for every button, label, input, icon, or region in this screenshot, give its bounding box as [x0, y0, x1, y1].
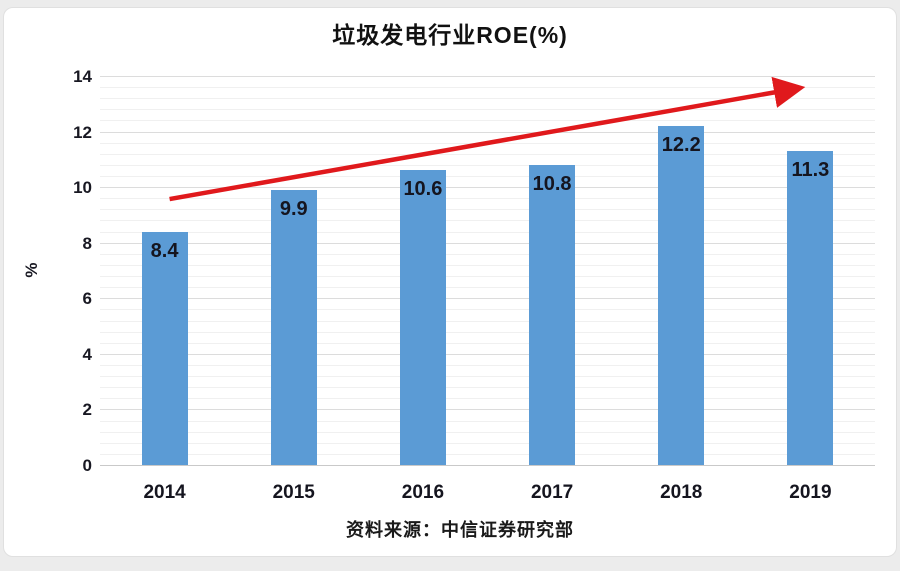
- minor-gridline: [100, 431, 875, 433]
- bar-2019: [787, 151, 834, 465]
- minor-gridline: [100, 320, 875, 322]
- minor-gridline: [100, 287, 875, 289]
- x-tick-label-2017: 2017: [530, 482, 574, 503]
- minor-gridline: [100, 253, 875, 255]
- minor-gridline: [100, 276, 875, 278]
- bar-2018: [658, 126, 705, 465]
- y-tick-label: 10: [73, 178, 92, 198]
- y-tick-label: 12: [73, 122, 92, 142]
- major-gridline: [100, 131, 875, 133]
- minor-gridline: [100, 142, 875, 144]
- bar-value-label: 10.6: [403, 178, 443, 201]
- minor-gridline: [100, 109, 875, 111]
- x-tick-label-2015: 2015: [272, 482, 315, 503]
- minor-gridline: [100, 164, 875, 166]
- bar-2015: [270, 189, 317, 465]
- y-axis-title: %: [22, 262, 41, 278]
- minor-gridline: [100, 442, 875, 444]
- bar-value-label: 9.9: [279, 197, 308, 220]
- minor-gridline: [100, 153, 875, 155]
- major-gridline: [100, 76, 875, 77]
- major-gridline: [100, 353, 875, 355]
- minor-gridline: [100, 176, 875, 178]
- minor-gridline: [100, 120, 875, 122]
- major-gridline: [100, 187, 875, 189]
- y-tick-label: 2: [82, 400, 92, 420]
- minor-gridline: [100, 364, 875, 366]
- minor-gridline: [100, 264, 875, 266]
- bar-value-label: 8.4: [150, 239, 179, 262]
- major-gridline: [100, 465, 875, 466]
- x-tick-label-2016: 2016: [401, 482, 445, 503]
- bar-2017: [529, 164, 576, 465]
- minor-gridline: [100, 387, 875, 389]
- minor-gridline: [100, 87, 875, 89]
- chart-title: 垃圾发电行业ROE(%): [332, 22, 568, 48]
- y-tick-label: 4: [82, 344, 92, 364]
- minor-gridline: [100, 342, 875, 344]
- bar-value-label: 12.2: [661, 134, 701, 156]
- major-gridline: [100, 298, 875, 300]
- plot-area: [100, 76, 875, 466]
- minor-gridline: [100, 331, 875, 333]
- minor-gridline: [100, 209, 875, 211]
- bar-value-label: 11.3: [791, 159, 830, 182]
- minor-gridline: [100, 376, 875, 378]
- bar-value-label: 10.8: [532, 172, 572, 195]
- y-tick-label: 14: [73, 67, 92, 86]
- minor-gridline: [100, 309, 875, 311]
- minor-gridline: [100, 220, 875, 222]
- minor-gridline: [100, 453, 875, 455]
- minor-gridline: [100, 198, 875, 200]
- x-tick-label-2018: 2018: [660, 482, 703, 503]
- bar-2016: [399, 170, 446, 465]
- y-tick-label: 8: [82, 233, 92, 253]
- minor-gridline: [100, 398, 875, 400]
- major-gridline: [100, 242, 875, 244]
- source-note: 资料来源：中信证券研究部: [346, 520, 574, 540]
- minor-gridline: [100, 231, 875, 233]
- y-tick-label: 0: [82, 456, 92, 475]
- y-tick-label: 6: [82, 289, 92, 309]
- major-gridline: [100, 409, 875, 411]
- x-tick-label-2019: 2019: [789, 482, 832, 503]
- minor-gridline: [100, 420, 875, 422]
- bar-2014: [141, 231, 188, 465]
- minor-gridline: [100, 98, 875, 100]
- x-tick-label-2014: 2014: [143, 482, 186, 503]
